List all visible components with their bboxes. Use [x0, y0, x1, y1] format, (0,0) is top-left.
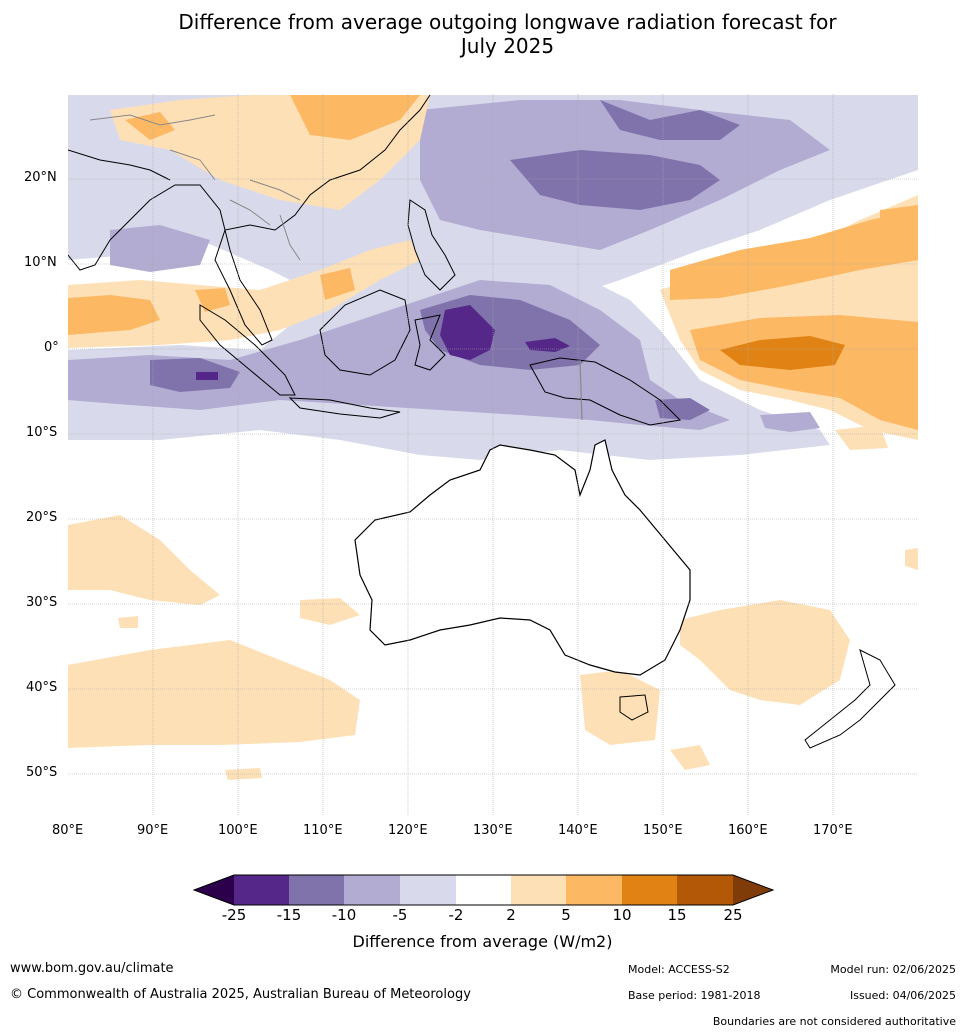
- colorbar-tick-2: -15: [276, 906, 302, 924]
- colorbar-segment-9: [677, 875, 733, 905]
- model-text: Model: ACCESS-S2: [628, 963, 730, 976]
- lon-label-170e: 170°E: [813, 823, 853, 838]
- lon-label-110e: 110°E: [303, 823, 343, 838]
- issued-text: Issued: 04/06/2025: [849, 989, 956, 1002]
- colorbar-segment-3: [344, 875, 400, 905]
- colorbar-over-arrow: [733, 875, 773, 905]
- lon-label-100e: 100°E: [218, 823, 258, 838]
- lon-label-140e: 140°E: [558, 823, 598, 838]
- region-maritime-deepest: [440, 305, 495, 360]
- colorbar: [192, 874, 775, 906]
- colorbar-tick-5: -2: [448, 906, 464, 924]
- copyright-text: © Commonwealth of Australia 2025, Austra…: [10, 987, 471, 1002]
- colorbar-tick-6: 2: [506, 906, 516, 924]
- lon-label-130e: 130°E: [473, 823, 513, 838]
- colorbar-segment-8: [622, 875, 677, 905]
- lon-label-160e: 160°E: [728, 823, 768, 838]
- lat-label-20s: 20°S: [26, 510, 58, 525]
- graticule: [68, 94, 918, 816]
- colorbar-tick-3: -10: [331, 906, 357, 924]
- lat-label-40s: 40°S: [26, 680, 58, 695]
- region-south-indian-light-orange: [68, 515, 220, 605]
- website-link[interactable]: www.bom.gov.au/climate: [10, 961, 174, 976]
- lat-label-10s: 10°S: [26, 425, 58, 440]
- map-title: Difference from average outgoing longwav…: [0, 10, 965, 58]
- lat-label-10n: 10°N: [24, 255, 57, 270]
- lat-label-50s: 50°S: [26, 765, 58, 780]
- title-line-1: Difference from average outgoing longwav…: [178, 10, 837, 34]
- model-run-text: Model run: 02/06/2025: [830, 963, 956, 976]
- colorbar-tick-10: 25: [723, 906, 743, 924]
- lat-label-30s: 30°S: [26, 595, 58, 610]
- australia-coastline: [354, 439, 691, 676]
- colorbar-segment-6: [511, 875, 566, 905]
- borneo-coastline: [319, 289, 411, 376]
- colorbar-segment-1: [234, 875, 289, 905]
- new-guinea-coastline: [529, 357, 682, 426]
- lon-label-120e: 120°E: [388, 823, 428, 838]
- country-borders: [89, 114, 301, 261]
- region-north-dark-purple: [510, 150, 720, 210]
- sulawesi-coastline: [414, 314, 446, 371]
- lon-label-90e: 90°E: [137, 823, 169, 838]
- base-period-text: Base period: 1981-2018: [628, 989, 761, 1002]
- colorbar-tick-8: 10: [612, 906, 632, 924]
- lat-label-equator: 0°: [44, 340, 59, 355]
- tasmania-coastline: [619, 694, 649, 721]
- asia-coastline: [68, 94, 431, 346]
- java-coastline: [288, 397, 401, 419]
- colorbar-segment-7: [566, 875, 622, 905]
- new-zealand-coastline: [804, 649, 896, 749]
- forecast-map: [68, 94, 918, 816]
- region-maritime-medium: [68, 280, 730, 430]
- colorbar-tick-9: 15: [667, 906, 687, 924]
- region-pacific-dark-orange: [720, 336, 845, 370]
- colorbar-tick-4: -5: [392, 906, 408, 924]
- colorbar-segment-4: [400, 875, 456, 905]
- colorbar-tick-7: 5: [561, 906, 571, 924]
- colorbar-under-arrow: [194, 875, 234, 905]
- title-line-2: July 2025: [460, 34, 555, 58]
- lat-label-20n: 20°N: [24, 170, 57, 185]
- disclaimer-text: Boundaries are not considered authoritat…: [712, 1015, 956, 1028]
- lon-label-80e: 80°E: [52, 823, 84, 838]
- colorbar-segment-2: [289, 875, 344, 905]
- colorbar-title: Difference from average (W/m2): [352, 932, 613, 951]
- lon-label-150e: 150°E: [643, 823, 683, 838]
- region-maritime-dark: [150, 358, 240, 392]
- sumatra-coastline: [199, 304, 296, 396]
- colorbar-tick-1: -25: [221, 906, 247, 924]
- colorbar-segment-5: [456, 875, 511, 905]
- philippines-coastline: [407, 199, 456, 291]
